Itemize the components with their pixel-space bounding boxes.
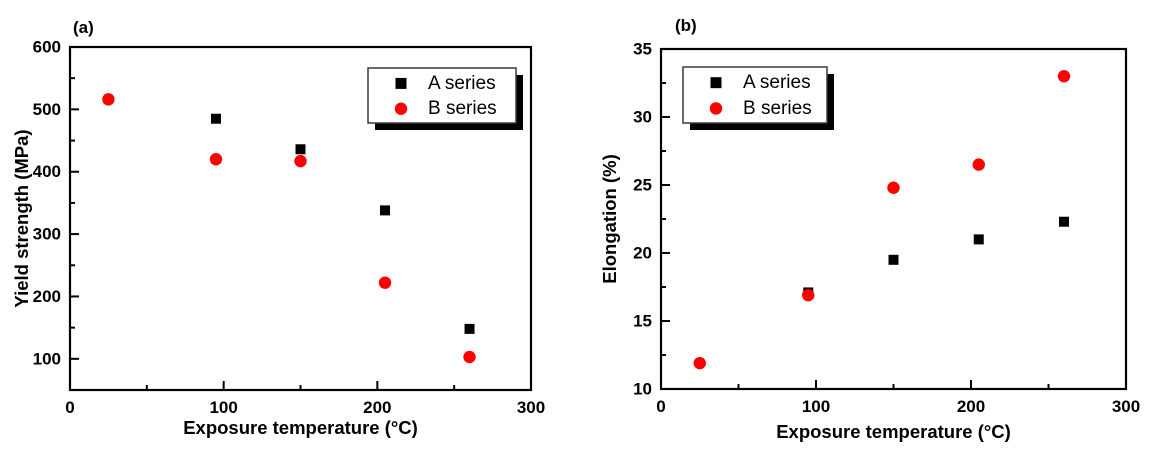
data-point-a-series [888, 254, 899, 265]
x-axis-tick-label: 0 [656, 397, 665, 416]
x-axis-tick-label: 300 [1112, 397, 1140, 416]
plot-frame [68, 45, 533, 392]
y-axis-tick-label: 20 [633, 244, 652, 263]
y-axis-tick-label: 300 [33, 225, 61, 244]
y-axis-tick-label: 600 [33, 38, 61, 57]
x-axis-tick-label: 300 [517, 398, 545, 417]
legend-marker-circle [394, 102, 408, 115]
legend-marker-square [710, 77, 722, 89]
data-point-b-series [693, 356, 706, 370]
y-axis-tick-label: 100 [33, 349, 61, 368]
data-point-b-series [463, 350, 476, 364]
y-axis-tick-label: 15 [633, 312, 652, 331]
data-point-a-series [973, 234, 984, 245]
legend-box [682, 66, 828, 124]
data-point-b-series [1057, 70, 1071, 83]
y-axis-title: Elongation (%) [599, 154, 620, 283]
panel-label: (b) [675, 16, 697, 35]
panel-label: (a) [73, 18, 94, 37]
x-axis-tick-label: 0 [65, 398, 74, 417]
y-axis-tick-label: 500 [33, 100, 61, 119]
chart-panel-b: 0 100 200 300 10 15 20 25 30 35 Exposure temperatu… [599, 16, 1140, 442]
data-point-a-series [1059, 216, 1069, 227]
legend-marker-square [395, 77, 407, 89]
data-point-a-series [210, 113, 221, 124]
y-axis-title: Yield strength (MPa) [11, 129, 32, 307]
x-axis-title: Exposure temperature (°C) [183, 417, 418, 438]
x-axis-tick-label: 100 [209, 398, 237, 417]
data-point-b-series [802, 288, 815, 302]
data-point-a-series [295, 144, 306, 155]
y-axis-tick-label: 200 [33, 287, 61, 306]
y-axis-tick-label: 30 [633, 108, 652, 127]
chart-panel-a: 0 100 200 300 100 200 300 400 500 600 Exposure tem… [11, 18, 545, 438]
legend-marker-circle [709, 102, 723, 115]
x-axis-tick-label: 200 [363, 398, 391, 417]
data-point-b-series [102, 93, 115, 106]
data-point-b-series [378, 276, 392, 289]
data-point-b-series [209, 153, 223, 166]
data-point-b-series [887, 181, 900, 194]
y-axis-tick-label: 10 [633, 380, 652, 399]
data-point-a-series [380, 205, 391, 216]
legend-label: B series [428, 98, 497, 119]
x-axis-tick-label: 100 [802, 397, 830, 416]
y-axis-tick-label: 35 [633, 40, 652, 59]
legend-box [367, 67, 517, 124]
y-axis-tick-label: 25 [633, 176, 652, 195]
data-point-b-series [972, 158, 985, 171]
legend-label: A series [428, 73, 496, 94]
data-point-b-series [294, 154, 307, 168]
legend-label: A series [743, 72, 811, 93]
y-axis-tick-label: 400 [33, 162, 61, 181]
legend-label: B series [743, 98, 812, 119]
x-axis-title: Exposure temperature (°C) [776, 421, 1011, 442]
x-axis-tick-label: 200 [957, 397, 985, 416]
data-point-a-series [464, 323, 475, 334]
plot-frame [659, 47, 1128, 391]
